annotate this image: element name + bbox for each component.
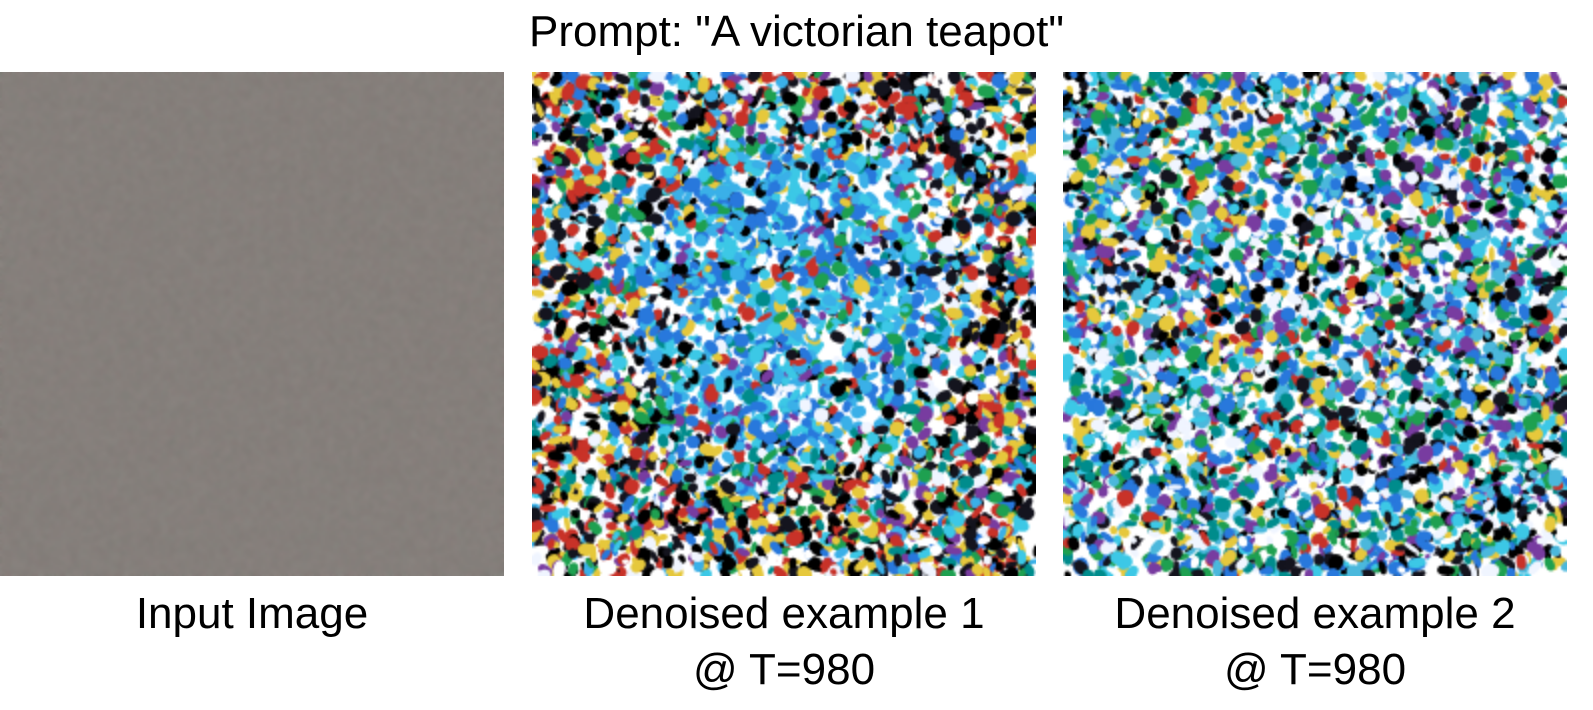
denoised-example-1-caption-line1: Denoised example 1 (583, 589, 985, 638)
denoised-example-2-caption-line1: Denoised example 2 (1114, 589, 1516, 638)
denoised-example-2-caption: Denoised example 2 @ T=980 (1063, 586, 1567, 698)
denoised-example-1-caption: Denoised example 1 @ T=980 (532, 586, 1036, 698)
denoised-example-2-image (1063, 72, 1567, 576)
input-image-caption: Input Image (0, 586, 504, 642)
denoised-example-1-image (532, 72, 1036, 576)
denoised-example-2-caption-line2: @ T=980 (1223, 645, 1407, 694)
figure-title: Prompt: "A victorian teapot" (528, 7, 1065, 56)
input-image-caption-line1: Input Image (135, 589, 369, 638)
input-image (0, 72, 504, 576)
denoised-example-1-canvas (532, 72, 1036, 576)
input-image-canvas (0, 72, 504, 576)
denoised-example-1-caption-line2: @ T=980 (692, 645, 876, 694)
denoised-example-2-canvas (1063, 72, 1567, 576)
